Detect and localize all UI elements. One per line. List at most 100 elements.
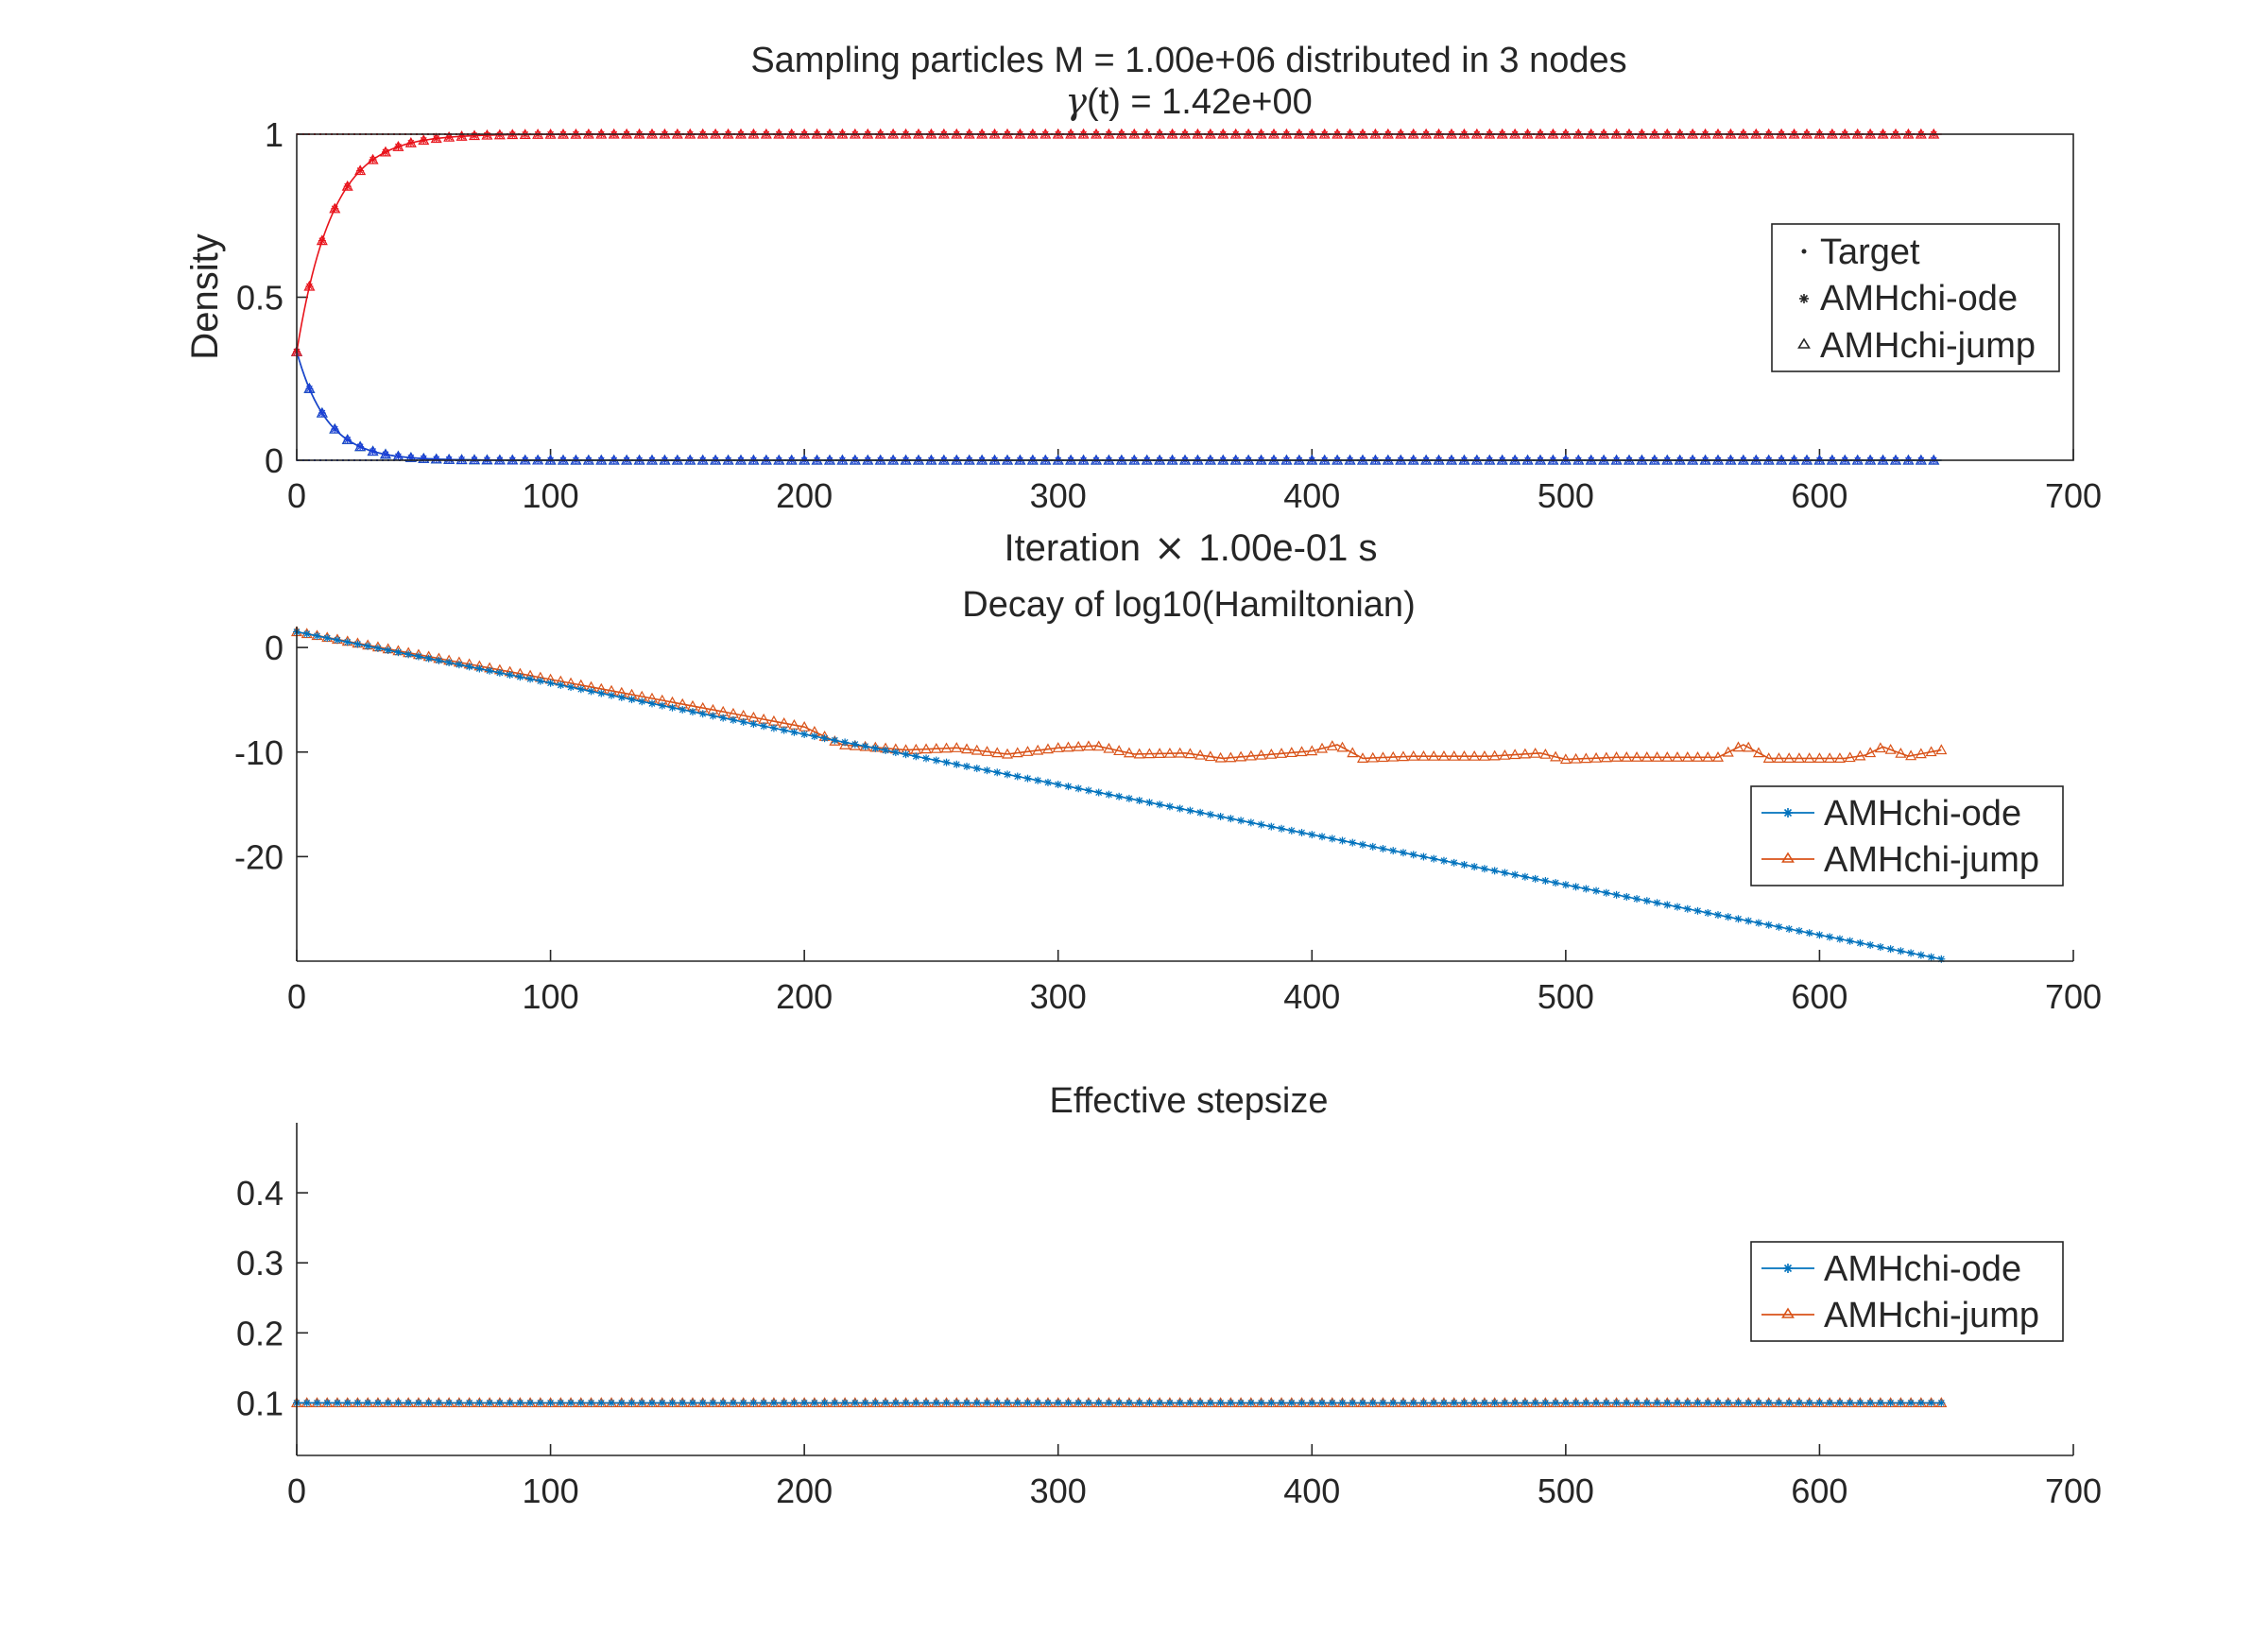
stepsize-ode-marker xyxy=(953,1399,961,1407)
stepsize-ode-marker xyxy=(1490,1399,1499,1407)
hamiltonian-ode-marker xyxy=(445,659,454,667)
hamiltonian-jump-marker xyxy=(1610,751,1623,762)
hamiltonian-jump-marker xyxy=(1600,751,1612,763)
hamiltonian-jump-marker xyxy=(1073,740,1085,751)
stepsize-ode-marker xyxy=(445,1399,454,1407)
hamiltonian-ode-marker xyxy=(1135,797,1143,805)
hamiltonian-ode-marker xyxy=(831,736,839,745)
hamiltonian-ode-marker xyxy=(1013,772,1022,781)
stepsize-ode-marker xyxy=(1430,1399,1438,1407)
stepsize-xtick-label: 0 xyxy=(287,1472,306,1510)
stepsize-ode-marker xyxy=(648,1399,656,1407)
hamiltonian-jump-marker xyxy=(1001,748,1014,759)
stepsize-ode-marker xyxy=(343,1399,352,1407)
hamiltonian-axes xyxy=(296,627,2073,962)
hamiltonian-ode-marker xyxy=(1876,943,1884,952)
hamiltonian-ode-marker xyxy=(1764,921,1773,929)
stepsize-ode-marker xyxy=(1267,1399,1276,1407)
hamiltonian-ode-marker xyxy=(1501,869,1509,877)
stepsize-ode-marker xyxy=(627,1399,636,1407)
hamiltonian-jump-marker xyxy=(1925,746,1937,757)
hamiltonian-ode-marker xyxy=(617,693,626,701)
hamiltonian-jump-marker xyxy=(1285,747,1297,758)
hamiltonian-ode-marker xyxy=(1368,842,1377,851)
hamiltonian-jump-marker xyxy=(1255,749,1267,760)
stepsize-ode-marker xyxy=(1521,1399,1529,1407)
hamiltonian-ode-marker xyxy=(1349,838,1357,847)
stepsize-panel: Effective stepsize 0 100 200 300 400 500 600 70… xyxy=(236,1081,2102,1510)
hamiltonian-jump-marker xyxy=(1488,749,1501,761)
hamiltonian-ode-marker xyxy=(1227,815,1235,823)
hamiltonian-ode-marker xyxy=(414,652,422,661)
hamiltonian-ode-marker xyxy=(1846,937,1854,945)
stepsize-ode-marker xyxy=(749,1399,758,1407)
stepsize-ode-marker xyxy=(1156,1399,1164,1407)
hamiltonian-ode-marker xyxy=(800,730,809,738)
subtitle-rest: (t) = 1.42e+00 xyxy=(1087,82,1313,122)
stepsize-ode-marker xyxy=(1642,1399,1651,1407)
stepsize-ode-marker xyxy=(1835,1399,1844,1407)
hamiltonian-jump-marker xyxy=(1276,748,1288,758)
stepsize-ode-marker xyxy=(891,1399,900,1407)
stepsize-ode-marker xyxy=(1206,1399,1214,1407)
hamiltonian-ode-marker xyxy=(1561,881,1570,889)
hamiltonian-ode-marker xyxy=(882,746,890,754)
stepsize-ode-marker xyxy=(1176,1399,1184,1407)
hamiltonian-ode-marker xyxy=(516,673,524,681)
hamiltonian-jump-marker xyxy=(1092,740,1105,751)
density-asterisk-marker xyxy=(420,136,428,145)
hamiltonian-ytick-label: 0 xyxy=(265,628,284,667)
legend-jump-marker xyxy=(1781,852,1795,863)
stepsize-xtick-label: 200 xyxy=(776,1472,833,1510)
hamiltonian-jump-marker xyxy=(1011,747,1023,758)
stepsize-ode-marker xyxy=(1105,1399,1113,1407)
stepsize-legend-ode-label: AMHchi-ode xyxy=(1824,1249,2021,1289)
density-title: Sampling particles M = 1.00e+06 distribu… xyxy=(750,41,1626,80)
density-panel: Sampling particles M = 1.00e+06 distribu… xyxy=(184,41,2102,570)
hamiltonian-jump-marker xyxy=(1154,748,1166,759)
hamiltonian-jump-marker xyxy=(1824,752,1836,763)
hamiltonian-ode-marker xyxy=(1318,833,1327,841)
hamiltonian-ode-marker xyxy=(1775,922,1783,931)
hamiltonian-jump-marker xyxy=(1752,747,1764,758)
hamiltonian-jump-marker xyxy=(1559,753,1572,765)
hamiltonian-jump-marker xyxy=(1793,752,1805,763)
hamiltonian-jump-marker xyxy=(1082,740,1094,751)
hamiltonian-ytick-label: -10 xyxy=(234,733,284,772)
hamiltonian-ode-marker xyxy=(1064,783,1073,791)
hamiltonian-jump-marker xyxy=(1783,752,1796,763)
hamiltonian-ode-marker xyxy=(841,738,850,747)
hamiltonian-ytick-label: -20 xyxy=(234,837,284,876)
density-asterisk-marker xyxy=(382,147,389,156)
stepsize-ode-marker xyxy=(709,1399,717,1407)
hamiltonian-jump-marker xyxy=(991,747,1004,758)
hamiltonian-ode-marker xyxy=(526,675,535,683)
hamiltonian-ode-marker xyxy=(323,634,332,643)
stepsize-legend-jump-marker xyxy=(1781,1307,1795,1318)
hamiltonian-ode-marker xyxy=(972,765,981,773)
hamiltonian-ode-marker xyxy=(1724,913,1732,921)
stepsize-ode-marker xyxy=(1054,1399,1062,1407)
hamiltonian-jump-marker xyxy=(1296,746,1308,757)
stepsize-ode-marker xyxy=(902,1399,910,1407)
hamiltonian-jump-marker xyxy=(1580,752,1592,764)
density-xtick-label: 600 xyxy=(1791,476,1847,515)
stepsize-ode-marker xyxy=(729,1399,737,1407)
stepsize-ode-marker xyxy=(1004,1399,1011,1407)
hamiltonian-ode-marker xyxy=(1693,906,1702,915)
hamiltonian-ode-marker xyxy=(1054,781,1062,789)
hamiltonian-ode-marker xyxy=(1186,806,1194,815)
legend-asterisk-marker xyxy=(1799,294,1809,303)
stepsize-ode-marker xyxy=(506,1399,514,1407)
hamiltonian-ode-marker xyxy=(1074,784,1083,793)
stepsize-ode-marker xyxy=(1744,1399,1753,1407)
stepsize-ode-marker xyxy=(1389,1399,1398,1407)
stepsize-ode-marker xyxy=(1115,1399,1124,1407)
hamiltonian-ode-marker xyxy=(465,663,473,671)
hamiltonian-jump-marker xyxy=(1621,751,1633,762)
hamiltonian-jump-marker xyxy=(1509,749,1521,760)
stepsize-ode-marker xyxy=(820,1399,829,1407)
hamiltonian-ode-marker xyxy=(1145,799,1154,807)
stepsize-ode-marker xyxy=(536,1399,544,1407)
stepsize-ode-marker xyxy=(871,1399,880,1407)
